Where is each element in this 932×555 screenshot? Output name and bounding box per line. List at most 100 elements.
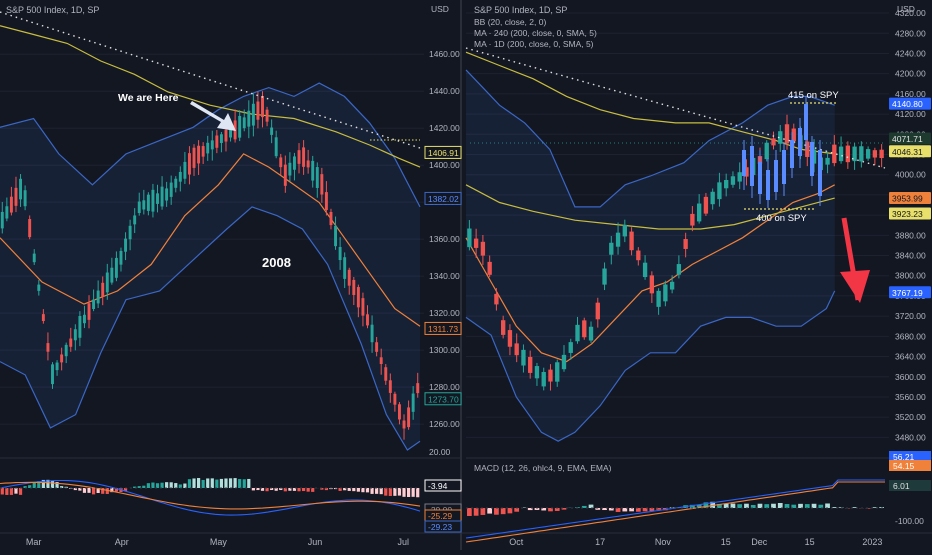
macd-badge-label: 6.01 (893, 481, 910, 491)
candle-body (866, 149, 870, 159)
macd-histogram-bar (812, 504, 817, 508)
candle-body (74, 329, 77, 340)
macd-histogram-bar (481, 508, 486, 515)
candle-body (60, 355, 63, 363)
candle-body (738, 172, 742, 181)
macd-histogram-bar (402, 488, 405, 497)
legend-entry: BB (20, close, 2, 0) (474, 17, 546, 27)
macd-histogram-bar (636, 508, 641, 512)
price-badge-label: 4046.31 (892, 147, 923, 157)
candle-body (311, 161, 314, 181)
candle-body (1, 212, 4, 228)
candle-body (238, 116, 241, 138)
candle-body (717, 182, 721, 199)
macd-histogram-bar (357, 488, 360, 492)
candle-body (677, 264, 681, 275)
candle-body (124, 239, 127, 252)
macd-histogram-bar (206, 478, 209, 488)
candle-body (293, 156, 296, 169)
candle-body (215, 135, 218, 147)
macd-histogram-bar (192, 478, 195, 488)
price-badge-label: 1382.02 (428, 194, 459, 204)
macd-histogram-bar (467, 508, 472, 516)
y-tick-label: 4000.00 (895, 170, 926, 180)
x-tick-label: Dec (751, 537, 768, 547)
y-tick-label: 3800.00 (895, 271, 926, 281)
candle-body (115, 258, 118, 278)
macd-histogram-bar (10, 488, 13, 495)
price-badge-label: 1406.91 (428, 148, 459, 158)
y-tick-label: 4240.00 (895, 48, 926, 58)
macd-histogram-bar (243, 479, 246, 488)
candle-body (683, 239, 687, 249)
candle-body (298, 150, 301, 164)
candle-body (78, 316, 81, 338)
candle-body (206, 143, 209, 154)
candle-body (33, 254, 36, 263)
candle-body (765, 143, 769, 159)
candle-body (302, 147, 305, 166)
projected-candle-body (790, 140, 794, 168)
candle-body (288, 163, 291, 176)
candle-body (156, 193, 159, 204)
macd-histogram-bar (737, 504, 742, 508)
macd-histogram-bar (508, 508, 513, 513)
candle-body (487, 262, 491, 275)
projected-candle-body (818, 150, 822, 196)
candle-body (151, 190, 154, 212)
currency-label: USD (431, 4, 449, 14)
macd-badge-label: -25.29 (428, 511, 452, 521)
legend-entry: MA · 240 (200, close, 0, SMA, 5) (474, 28, 597, 38)
candle-body (542, 372, 546, 386)
macd-histogram-bar (366, 488, 369, 492)
candle-body (357, 287, 360, 307)
y-tick-label: 1400.00 (429, 160, 460, 170)
y-tick-label: 1280.00 (429, 382, 460, 392)
candle-body (256, 102, 259, 120)
candle-body (393, 394, 396, 405)
macd-histogram-bar (234, 478, 237, 488)
y-tick-label: 3840.00 (895, 251, 926, 261)
macd-histogram-bar (370, 488, 373, 494)
candle-body (211, 140, 214, 149)
y-tick-label: 1440.00 (429, 86, 460, 96)
macd-histogram-bar (764, 504, 769, 508)
candle-body (846, 146, 850, 163)
price-badge-label: 3767.19 (892, 288, 923, 298)
macd-top-tick: 20.00 (429, 447, 451, 457)
candle-body (555, 362, 559, 381)
candle-body (403, 421, 406, 429)
macd-badge-label: -29.23 (428, 522, 452, 532)
macd-histogram-bar (238, 479, 241, 488)
macd-badge-label: 54.15 (893, 461, 915, 471)
macd-histogram-bar (389, 488, 392, 496)
candle-body (348, 270, 351, 286)
right-symbol-title: S&P 500 Index, 1D, SP (474, 5, 567, 15)
macd-histogram-bar (183, 484, 186, 488)
candle-body (220, 134, 223, 143)
macd-histogram-bar (487, 508, 492, 514)
candle-body (19, 179, 22, 200)
x-tick-label: Jul (397, 537, 409, 547)
candle-body (398, 404, 401, 419)
candle-body (334, 226, 337, 246)
candle-body (656, 291, 660, 307)
macd-histogram-bar (744, 504, 749, 508)
candle-body (602, 269, 606, 285)
candle-body (562, 355, 566, 369)
macd-histogram-bar (494, 508, 499, 515)
projected-candle-body (742, 150, 746, 176)
price-badge-label: 1273.70 (428, 394, 459, 404)
macd-histogram-bar (778, 503, 783, 508)
annotation-415: 415 on SPY (788, 90, 839, 101)
candle-body (252, 104, 255, 126)
candle-body (474, 239, 478, 248)
candle-body (771, 138, 775, 145)
candle-body (193, 148, 196, 168)
candle-body (650, 275, 654, 293)
macd-histogram-bar (380, 488, 383, 494)
candle-body (859, 146, 863, 161)
macd-histogram-bar (1, 488, 4, 495)
candle-body (284, 165, 287, 186)
